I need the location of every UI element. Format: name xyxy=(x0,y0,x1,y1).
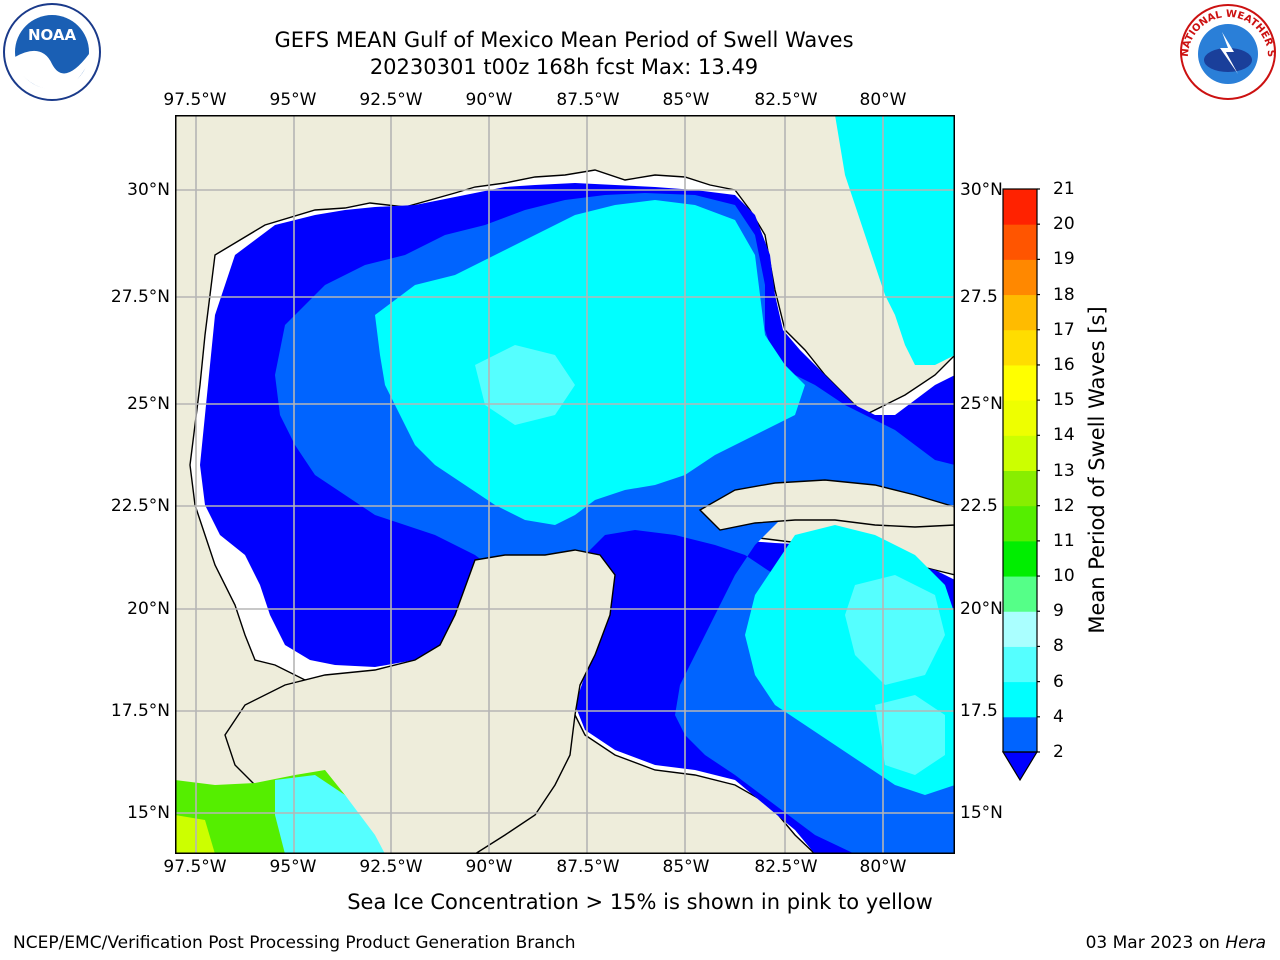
colorbar-band-3 xyxy=(1003,611,1037,647)
map-gridlines xyxy=(175,115,955,854)
lat-label-right-2: 25°N xyxy=(960,394,1003,414)
lon-label-top-2: 92.5°W xyxy=(359,90,423,110)
colorbar-tick-label: 13 xyxy=(1053,460,1075,481)
lon-label-top-5: 85°W xyxy=(662,90,710,110)
colorbar-tick-label: 9 xyxy=(1053,601,1064,622)
lon-label-top-7: 80°W xyxy=(859,90,907,110)
lat-label-left-2: 25°N xyxy=(127,394,170,414)
colorbar-band-11 xyxy=(1003,329,1037,366)
colorbar-band-9 xyxy=(1003,400,1037,436)
footer-date: 03 Mar 2023 on Hera xyxy=(1086,933,1266,953)
lat-label-left-1: 27.5°N xyxy=(110,287,170,307)
sea-ice-caption: Sea Ice Concentration > 15% is shown in … xyxy=(347,890,933,914)
lon-label-bottom-2: 92.5°W xyxy=(359,857,423,877)
swell-band-8-9 xyxy=(475,345,575,425)
chart-title-line1: GEFS MEAN Gulf of Mexico Mean Period of … xyxy=(274,28,854,52)
colorbar-band-15 xyxy=(1003,189,1037,225)
lon-label-bottom-7: 80°W xyxy=(859,857,907,877)
colorbar-band-10 xyxy=(1003,364,1037,401)
noaa-logo-text: NOAA xyxy=(28,26,77,44)
colorbar-tick-label: 2 xyxy=(1053,742,1064,762)
lon-label-bottom-0: 97.5°W xyxy=(163,857,227,877)
colorbar-tick-label: 12 xyxy=(1053,495,1075,516)
lon-label-bottom-3: 90°W xyxy=(465,857,513,877)
swell-band-6-8-east xyxy=(835,115,955,365)
lon-label-bottom-5: 85°W xyxy=(662,857,710,877)
lon-label-bottom-6: 82.5°W xyxy=(754,857,818,877)
map-plot xyxy=(175,115,955,854)
colorbar-band-13 xyxy=(1003,259,1037,296)
lat-label-right-6: 15°N xyxy=(960,803,1003,823)
colorbar-frame xyxy=(1002,188,1038,753)
colorbar-band-12 xyxy=(1003,294,1037,331)
colorbar-tick-label: 15 xyxy=(1053,390,1075,411)
colorbar-tick-label: 16 xyxy=(1053,354,1075,375)
lon-label-top-6: 82.5°W xyxy=(754,90,818,110)
colorbar-tick-label: 10 xyxy=(1053,566,1075,587)
footer-machine: Hera xyxy=(1225,933,1266,953)
lon-label-top-3: 90°W xyxy=(465,90,513,110)
swell-band-6-8 xyxy=(375,200,805,525)
colorbar-tick-label: 11 xyxy=(1053,530,1075,551)
lon-label-top-4: 87.5°W xyxy=(556,90,620,110)
lat-label-left-3: 22.5°N xyxy=(110,496,170,516)
noaa-logo: NOAA xyxy=(3,3,101,101)
colorbar xyxy=(1001,188,1040,782)
pacific-swell-yellow xyxy=(175,815,215,854)
colorbar-label: Mean Period of Swell Waves [s] xyxy=(1085,306,1109,634)
footer-date-text: 03 Mar 2023 on xyxy=(1085,933,1226,953)
colorbar-band-4 xyxy=(1003,576,1037,612)
colorbar-band-0 xyxy=(1003,716,1037,753)
pacific-swell-cyan xyxy=(275,775,385,854)
colorbar-tick-label: 8 xyxy=(1053,636,1064,657)
lon-label-bottom-1: 95°W xyxy=(269,857,317,877)
colorbar-extend-triangle xyxy=(1001,751,1039,782)
colorbar-tick-label: 20 xyxy=(1053,214,1075,235)
nws-logo: NATIONAL WEATHER SERVICE xyxy=(1178,2,1276,100)
colorbar-band-2 xyxy=(1003,646,1037,683)
colorbar-band-1 xyxy=(1003,681,1037,718)
footer-branch: NCEP/EMC/Verification Post Processing Pr… xyxy=(13,933,576,953)
colorbar-tick-label: 21 xyxy=(1053,179,1075,199)
lon-label-bottom-4: 87.5°W xyxy=(556,857,620,877)
lat-label-right-4: 20°N xyxy=(960,599,1003,619)
colorbar-tick-label: 18 xyxy=(1053,284,1075,305)
colorbar-band-14 xyxy=(1003,224,1037,260)
swell-band-8-9-2 xyxy=(845,575,945,685)
lat-label-right-3: 22.5 xyxy=(960,496,998,516)
cuba-island xyxy=(698,479,955,531)
colorbar-tick-label: 14 xyxy=(1053,425,1075,446)
lat-label-right-0: 30°N xyxy=(960,180,1003,200)
lat-label-left-5: 17.5°N xyxy=(110,701,170,721)
map-frame xyxy=(175,115,955,854)
swell-band-8-9-3 xyxy=(875,695,945,775)
colorbar-tick-label: 19 xyxy=(1053,249,1075,270)
colorbar-band-6 xyxy=(1003,505,1037,542)
lat-label-left-4: 20°N xyxy=(127,599,170,619)
lat-label-right-1: 27.5 xyxy=(960,287,998,307)
colorbar-tick-label: 4 xyxy=(1053,706,1064,727)
lat-label-left-0: 30°N xyxy=(127,180,170,200)
colorbar-band-8 xyxy=(1003,435,1037,471)
colorbar-tick-label: 17 xyxy=(1053,319,1075,340)
lat-label-right-5: 17.5 xyxy=(960,701,998,721)
chart-title-line2: 20230301 t00z 168h fcst Max: 13.49 xyxy=(369,55,759,79)
colorbar-band-7 xyxy=(1003,470,1037,507)
lat-label-left-6: 15°N xyxy=(127,803,170,823)
lon-label-top-1: 95°W xyxy=(269,90,317,110)
lon-label-top-0: 97.5°W xyxy=(163,90,227,110)
colorbar-tick-label: 6 xyxy=(1053,671,1064,692)
colorbar-band-5 xyxy=(1003,540,1037,577)
